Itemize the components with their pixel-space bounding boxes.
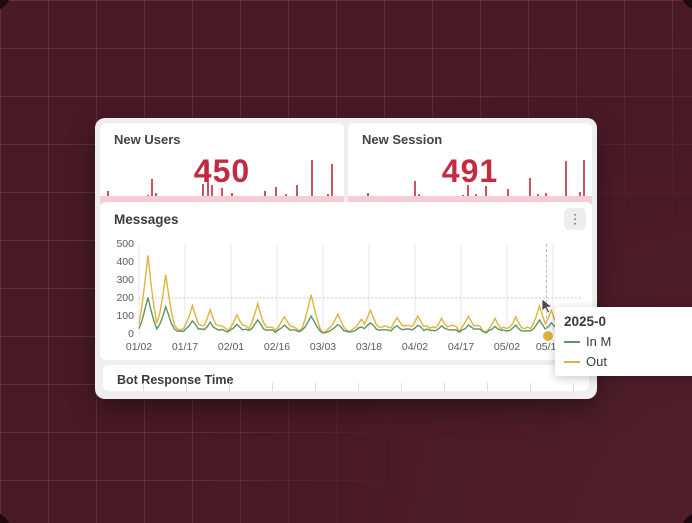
svg-text:200: 200	[116, 292, 134, 304]
svg-text:400: 400	[116, 256, 134, 268]
svg-text:100: 100	[116, 310, 134, 322]
svg-text:02/01: 02/01	[218, 341, 244, 353]
svg-text:300: 300	[116, 274, 134, 286]
svg-text:03/03: 03/03	[310, 341, 336, 353]
svg-text:04/17: 04/17	[448, 341, 474, 353]
svg-text:04/02: 04/02	[402, 341, 428, 353]
svg-text:01/02: 01/02	[126, 341, 152, 353]
svg-text:0: 0	[128, 328, 134, 340]
svg-text:05/02: 05/02	[494, 341, 520, 353]
svg-text:500: 500	[116, 238, 134, 250]
svg-text:03/18: 03/18	[356, 341, 382, 353]
svg-text:02/16: 02/16	[264, 341, 290, 353]
svg-text:01/17: 01/17	[172, 341, 198, 353]
